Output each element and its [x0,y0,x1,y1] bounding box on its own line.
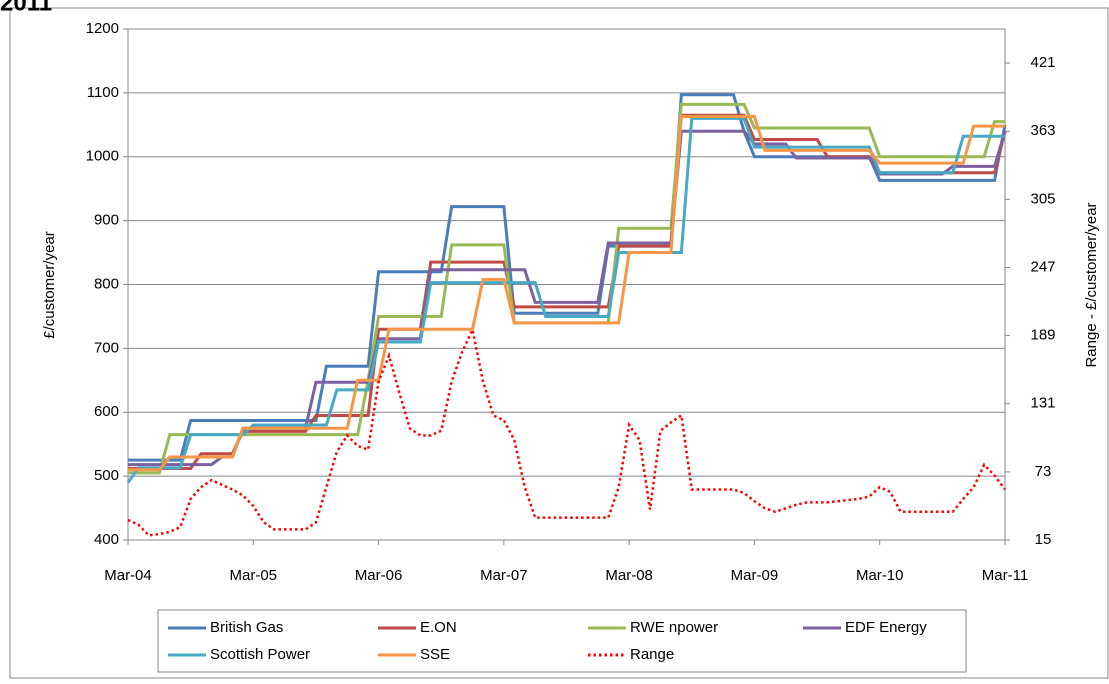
y2-axis-title: Range - £/customer/year [1083,202,1100,367]
y-tick-label: 800 [94,275,119,292]
y-tick-label: 1100 [87,84,119,101]
x-tick-label: Mar-07 [480,567,528,584]
y-tick-label: 700 [94,339,119,356]
legend-label: SSE [420,646,450,663]
x-tick-label: Mar-04 [104,567,152,584]
y2-tick-label: 73 [1035,463,1052,480]
y-tick-label: 400 [94,531,119,548]
y2-tick-label: 131 [1030,395,1055,412]
x-tick-label: Mar-11 [982,567,1028,584]
x-tick-label: Mar-05 [230,567,278,584]
legend-label: RWE npower [630,619,718,636]
y-tick-label: 900 [94,212,119,229]
y-axis-title: £/customer/year [41,231,58,339]
y-tick-label: 500 [94,467,119,484]
legend-label: Scottish Power [210,646,310,663]
y2-tick-label: 305 [1030,190,1055,207]
series-line [127,325,1007,537]
legend-label: Range [630,646,674,663]
series-line [126,116,1005,484]
legend-label: EDF Energy [845,619,927,636]
series-line [128,115,1005,472]
series-line [128,93,1007,462]
y2-tick-label: 189 [1030,327,1055,344]
y-tick-label: 600 [94,403,119,420]
y2-tick-label: 247 [1030,258,1055,275]
legend-box [157,609,967,673]
y2-tick-label: 15 [1035,531,1052,548]
y-tick-label: 1200 [86,20,119,37]
x-tick-label: Mar-10 [856,567,904,584]
legend-label: British Gas [210,619,283,636]
y-tick-label: 1000 [86,148,119,165]
x-tick-label: Mar-09 [731,567,779,584]
y2-tick-label: 363 [1030,122,1055,139]
legend-label: E.ON [420,619,457,636]
series-line [128,129,1007,467]
chart-title: 2011 [0,0,52,16]
chart-border [9,7,1109,679]
x-tick-label: Mar-08 [605,567,653,584]
x-tick-label: Mar-06 [355,567,403,584]
y2-tick-label: 421 [1030,54,1055,71]
